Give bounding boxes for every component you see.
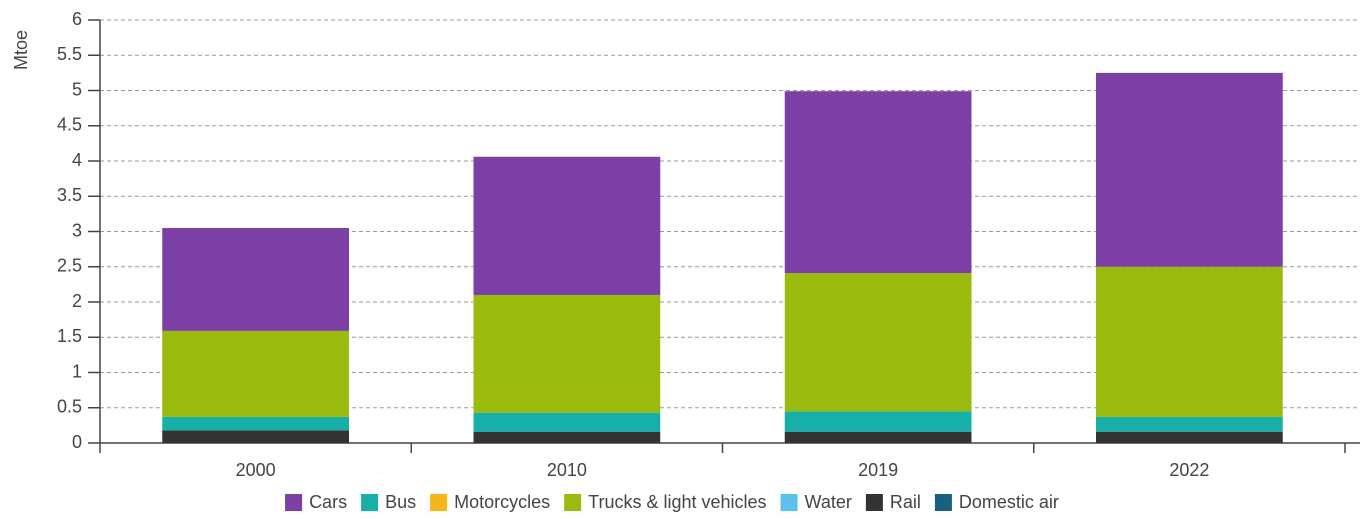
- bar-segment: [784, 431, 972, 443]
- y-tick-label: 5.5: [57, 44, 82, 64]
- y-tick-label: 5: [72, 79, 82, 99]
- legend-swatch: [780, 494, 798, 511]
- bar-segment: [1096, 72, 1283, 267]
- x-tick-label: 2019: [858, 460, 898, 480]
- y-tick-label: 2.5: [57, 256, 82, 276]
- bar-segment: [473, 412, 661, 432]
- legend-label: Water: [805, 492, 852, 512]
- legend-swatch: [361, 494, 379, 511]
- y-tick-label: 3.5: [57, 185, 82, 205]
- bar-segment: [1096, 416, 1283, 432]
- bar-segment: [473, 294, 661, 413]
- x-tick-label: 2022: [1169, 460, 1209, 480]
- legend-label: Motorcycles: [454, 492, 550, 512]
- legend-label: Rail: [890, 492, 921, 512]
- bar-segment: [784, 273, 972, 412]
- y-tick-label: 4.5: [57, 115, 82, 135]
- legend-swatch: [564, 494, 582, 511]
- bar-segment: [784, 91, 972, 274]
- bar-segment: [1096, 266, 1283, 417]
- legend-swatch: [285, 494, 303, 511]
- bar-segment: [162, 330, 349, 417]
- legend-label: Domestic air: [959, 492, 1059, 512]
- bar-segment: [1096, 431, 1283, 443]
- y-tick-label: 0: [72, 432, 82, 452]
- bar-segment: [162, 227, 349, 331]
- legend-label: Trucks & light vehicles: [588, 492, 766, 512]
- y-tick-label: 0.5: [57, 397, 82, 417]
- y-tick-label: 1: [72, 361, 82, 381]
- legend-swatch: [430, 494, 448, 511]
- legend-swatch: [865, 494, 883, 511]
- x-tick-label: 2000: [236, 460, 276, 480]
- legend-label: Cars: [309, 492, 347, 512]
- y-tick-label: 3: [72, 220, 82, 240]
- bar-segment: [473, 156, 661, 295]
- y-tick-label: 1.5: [57, 326, 82, 346]
- bar-segment: [162, 416, 349, 431]
- bar-segment: [162, 430, 349, 443]
- legend-label: Bus: [385, 492, 416, 512]
- legend-swatch: [934, 494, 952, 511]
- bar-segment: [784, 411, 972, 432]
- bar-segment: [473, 431, 661, 443]
- x-tick-label: 2010: [547, 460, 587, 480]
- y-tick-label: 2: [72, 291, 82, 311]
- y-tick-label: 6: [72, 9, 82, 29]
- y-tick-label: 4: [72, 150, 82, 170]
- y-axis-label: Mtoe: [11, 30, 31, 70]
